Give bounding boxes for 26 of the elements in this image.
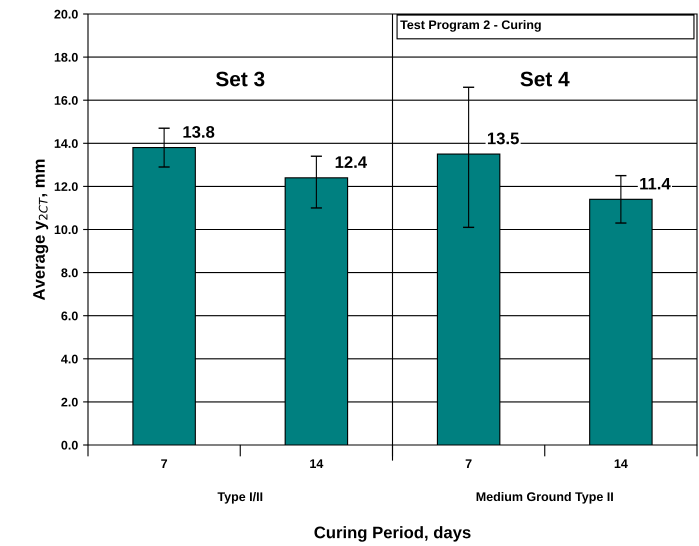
annotation: Test Program 2 - Curing bbox=[400, 20, 541, 32]
y-tick-label: 20.0 bbox=[54, 10, 78, 19]
y-tick-label: 6.0 bbox=[61, 312, 78, 320]
data-label: 13.8 bbox=[183, 126, 214, 138]
data-label: 12.4 bbox=[336, 156, 367, 168]
y-tick-label: 14.0 bbox=[54, 139, 78, 148]
y-tick-label: 4.0 bbox=[61, 354, 78, 364]
x-tick-label: 7 bbox=[161, 459, 168, 468]
x-tick-label: 7 bbox=[466, 459, 472, 468]
annotation: Set 4 bbox=[520, 72, 570, 86]
annotation: Set 3 bbox=[216, 72, 264, 86]
text: Medium Ground Type II bbox=[476, 492, 613, 504]
y-tick-label: 0.0 bbox=[61, 440, 78, 450]
y-tick-label: 12.0 bbox=[54, 182, 78, 192]
text: Type I/II bbox=[218, 492, 262, 504]
x-tick-label: 14 bbox=[614, 459, 628, 468]
y-axis-title: Average y$_{2CT}$, mm bbox=[33, 160, 48, 300]
y-tick-label: 10.0 bbox=[54, 225, 78, 234]
data-label: 13.5 bbox=[488, 132, 519, 144]
data-label: 11.4 bbox=[640, 178, 671, 190]
y-tick-label: 2.0 bbox=[61, 398, 78, 407]
x-tick-label: 14 bbox=[310, 459, 324, 468]
x-axis-title: Curing Period, days bbox=[314, 526, 471, 542]
y-tick-label: 8.0 bbox=[61, 268, 78, 278]
y-tick-label: 16.0 bbox=[54, 96, 78, 105]
y-tick-label: 18.0 bbox=[54, 52, 78, 62]
